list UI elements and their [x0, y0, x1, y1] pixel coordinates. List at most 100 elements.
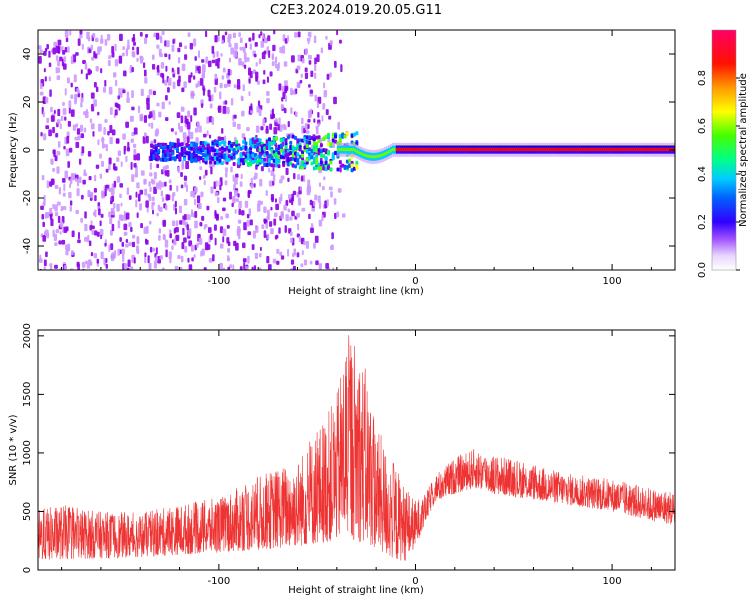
spectrogram-cell: [319, 149, 323, 154]
spectrogram-cell: [533, 148, 536, 152]
spectrogram-cell: [174, 207, 178, 215]
spectrogram-cell: [222, 105, 227, 114]
spectrogram-cell: [56, 119, 61, 125]
spectrogram-cell: [168, 145, 172, 150]
spectrogram-cell: [244, 158, 248, 163]
spectrogram-cell: [184, 45, 187, 50]
spectrogram-cell: [64, 264, 67, 270]
spectrogram-cell: [63, 145, 66, 150]
spectrogram-cell: [151, 63, 156, 70]
spectrogram-cell: [230, 69, 233, 76]
spectrogram-cell: [273, 126, 278, 135]
spectrogram-cell: [270, 141, 274, 146]
spectrogram-cell: [274, 118, 278, 123]
spectrogram-cell: [132, 46, 135, 51]
spectrogram-cell: [301, 150, 305, 155]
spectrogram-cell: [65, 250, 69, 256]
spectrogram-cell: [151, 196, 155, 202]
spectrogram-y-tick-label: -20: [22, 190, 33, 206]
snr-y-tick-label: 500: [22, 502, 33, 521]
spectrogram-cell: [183, 175, 188, 181]
spectrogram-cell: [180, 255, 184, 263]
spectrogram-cell: [196, 242, 199, 248]
spectrogram-cell: [341, 213, 346, 218]
spectrogram-cell: [104, 38, 108, 46]
spectrogram-cell: [237, 219, 242, 224]
spectrogram-cell: [553, 148, 556, 152]
spectrogram-cell: [169, 233, 172, 239]
spectrogram-cell: [197, 150, 201, 155]
spectrogram-cell: [277, 155, 281, 160]
spectrogram-cell: [132, 33, 135, 41]
spectrogram-cell: [312, 166, 316, 171]
spectrogram-cell: [133, 154, 137, 161]
spectrogram-cell: [185, 142, 189, 147]
spectrogram-cell: [127, 141, 130, 149]
spectrogram-cell: [537, 148, 540, 152]
spectrogram-cell: [219, 243, 224, 249]
spectrogram-cell: [179, 220, 183, 225]
spectrogram-cell: [122, 46, 125, 51]
spectrogram-cell: [269, 123, 273, 130]
spectrogram-cell: [641, 148, 644, 152]
spectrogram-cell: [576, 148, 579, 152]
spectrogram-cell: [425, 148, 428, 152]
spectrogram-cell: [201, 59, 205, 63]
spectrogram-cell: [298, 165, 302, 170]
spectrogram-cell: [219, 91, 222, 100]
spectrogram-cell: [214, 237, 217, 246]
spectrogram-cell: [196, 195, 201, 204]
spectrogram-cell: [600, 148, 603, 152]
spectrogram-cell: [56, 201, 61, 206]
spectrogram-cell: [253, 139, 257, 144]
spectrogram-cell: [203, 179, 206, 186]
spectrogram-cell: [165, 65, 168, 72]
spectrogram-cell: [273, 218, 277, 226]
spectrogram-cell: [277, 150, 281, 155]
spectrogram-cell: [148, 114, 152, 119]
spectrogram-cell: [55, 55, 59, 62]
spectrogram-cell: [314, 194, 318, 201]
spectrogram-cell: [104, 118, 108, 123]
colorbar-tick-label: 0.0: [697, 262, 708, 278]
spectrogram-cell: [154, 147, 158, 152]
spectrogram-cell: [298, 138, 302, 143]
spectrogram-cell: [55, 66, 58, 74]
spectrogram-cell: [130, 161, 133, 170]
spectrogram-cell: [84, 236, 88, 242]
spectrogram-cell: [511, 148, 515, 152]
spectrogram-cell: [318, 263, 322, 270]
spectrogram-cell: [44, 76, 47, 82]
spectrogram-cell: [178, 142, 182, 147]
spectrogram-cell: [266, 97, 270, 104]
spectrogram-cell: [136, 153, 141, 161]
spectrogram-cell: [153, 139, 157, 144]
spectrogram-cell: [289, 161, 293, 166]
spectrogram-cell: [194, 149, 198, 154]
spectrogram-cell: [127, 39, 130, 47]
spectrogram-cell: [133, 127, 138, 135]
spectrogram-cell: [308, 135, 312, 140]
spectrogram-cell: [52, 168, 56, 172]
spectrogram-cell: [242, 157, 246, 162]
spectrogram-cell: [256, 138, 260, 143]
spectrogram-cell: [178, 155, 182, 160]
spectrogram-cell: [204, 169, 208, 176]
spectrogram-cell: [197, 202, 202, 210]
spectrogram-cell: [320, 47, 324, 54]
spectrogram-cell: [96, 231, 100, 237]
spectrogram-cell: [280, 175, 285, 180]
spectrogram-cell: [265, 222, 268, 229]
spectrogram-cell: [310, 136, 314, 141]
spectrogram-cell: [208, 258, 213, 263]
spectrogram-cell: [88, 240, 92, 247]
spectrogram-cell: [610, 148, 613, 152]
spectrogram-cell: [40, 205, 44, 211]
spectrogram-cell: [53, 41, 57, 47]
spectrogram-cell: [199, 140, 203, 145]
spectrogram-cell: [315, 157, 319, 162]
spectrogram-cell: [317, 195, 321, 203]
spectrogram-cell: [82, 60, 86, 65]
spectrogram-cell: [68, 192, 72, 199]
spectrogram-cell: [260, 40, 265, 48]
